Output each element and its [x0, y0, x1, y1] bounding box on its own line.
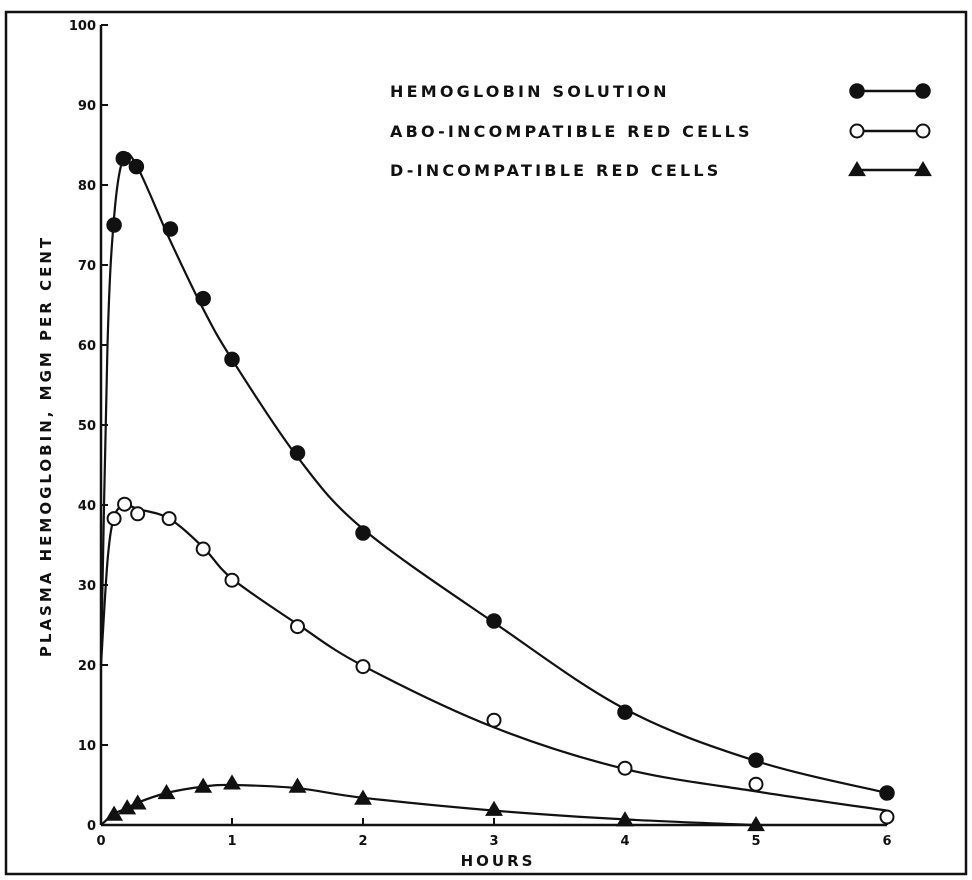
- data-point-d-incompatible-red-cells: [747, 815, 765, 832]
- data-point-hemoglobin-solution: [355, 525, 371, 541]
- legend-label-abo-incompatible-red-cells: ABO-INCOMPATIBLE RED CELLS: [390, 122, 753, 141]
- y-tick-label: 70: [78, 259, 96, 274]
- y-tick-label: 0: [87, 819, 96, 834]
- data-point-abo-incompatible-red-cells: [290, 619, 305, 635]
- legend-label-d-incompatible-red-cells: D-INCOMPATIBLE RED CELLS: [390, 161, 721, 180]
- data-point-abo-incompatible-red-cells: [617, 760, 633, 776]
- data-point-abo-incompatible-red-cells: [161, 511, 177, 527]
- series-markers: [105, 150, 895, 832]
- data-point-abo-incompatible-red-cells: [195, 541, 211, 557]
- y-tick-label: 10: [78, 739, 96, 754]
- legend-marker-d-incompatible-red-cells: [848, 160, 866, 177]
- legend: HEMOGLOBIN SOLUTION ABO-INCOMPATIBLE RED …: [390, 82, 932, 180]
- legend-marker-hemoglobin-solution: [849, 83, 865, 99]
- y-tick-label: 30: [78, 579, 96, 594]
- axes: 0 10 20 30 40 50 60 70 80 90 100 0 1 2 3 4 5 6: [69, 19, 892, 849]
- data-point-abo-incompatible-red-cells: [117, 496, 133, 512]
- data-point-d-incompatible-red-cells: [194, 777, 213, 793]
- data-point-abo-incompatible-red-cells: [106, 511, 122, 527]
- data-point-abo-incompatible-red-cells: [224, 572, 240, 588]
- legend-marker-abo-incompatible-red-cells: [915, 123, 931, 139]
- data-point-d-incompatible-red-cells: [485, 800, 503, 816]
- y-tick-label: 90: [78, 99, 96, 114]
- x-tick-label: 3: [489, 834, 498, 849]
- data-point-d-incompatible-red-cells: [128, 794, 147, 810]
- data-point-d-incompatible-red-cells: [223, 774, 241, 790]
- x-tick-label: 6: [882, 834, 891, 849]
- y-tick-label: 60: [78, 339, 96, 354]
- data-point-d-incompatible-red-cells: [105, 805, 124, 821]
- data-point-hemoglobin-solution: [128, 158, 145, 175]
- y-tick-label: 80: [78, 179, 96, 194]
- data-point-abo-incompatible-red-cells: [355, 659, 371, 675]
- data-point-d-incompatible-red-cells: [354, 789, 372, 805]
- data-point-abo-incompatible-red-cells: [486, 712, 502, 728]
- data-point-hemoglobin-solution: [195, 290, 211, 307]
- figure-border: [4, 10, 968, 876]
- x-axis-title: HOURS: [461, 852, 536, 870]
- y-tick-label: 50: [78, 419, 96, 434]
- y-tick-label: 40: [78, 499, 96, 514]
- data-point-abo-incompatible-red-cells: [748, 776, 764, 792]
- x-tick-label: 4: [620, 834, 629, 849]
- data-point-hemoglobin-solution: [486, 613, 502, 629]
- legend-label-hemoglobin-solution: HEMOGLOBIN SOLUTION: [390, 82, 670, 101]
- x-tick-label: 5: [751, 834, 760, 849]
- legend-marker-hemoglobin-solution: [915, 83, 931, 99]
- data-point-hemoglobin-solution: [289, 445, 306, 461]
- data-point-d-incompatible-red-cells: [157, 783, 176, 800]
- data-point-hemoglobin-solution: [617, 704, 633, 720]
- y-axis-title: PLASMA HEMOGLOBIN, MGM PER CENT: [37, 235, 55, 657]
- series-line-hemoglobin-solution: [99, 152, 888, 795]
- legend-marker-abo-incompatible-red-cells: [849, 123, 865, 139]
- data-point-d-incompatible-red-cells: [616, 811, 634, 827]
- x-tick-label: 2: [358, 834, 367, 849]
- y-tick-label: 100: [69, 19, 96, 34]
- y-tick-label: 20: [78, 659, 96, 674]
- data-point-hemoglobin-solution: [115, 150, 132, 167]
- data-point-hemoglobin-solution: [879, 785, 895, 801]
- data-point-hemoglobin-solution: [224, 351, 240, 368]
- data-point-abo-incompatible-red-cells: [879, 809, 895, 825]
- data-point-d-incompatible-red-cells: [288, 777, 307, 793]
- x-tick-label: 0: [96, 834, 105, 849]
- data-point-hemoglobin-solution: [162, 221, 179, 237]
- data-point-hemoglobin-solution: [748, 752, 764, 768]
- x-tick-label: 1: [227, 834, 236, 849]
- data-point-abo-incompatible-red-cells: [130, 506, 146, 522]
- legend-marker-d-incompatible-red-cells: [914, 160, 932, 177]
- data-point-hemoglobin-solution: [106, 217, 122, 233]
